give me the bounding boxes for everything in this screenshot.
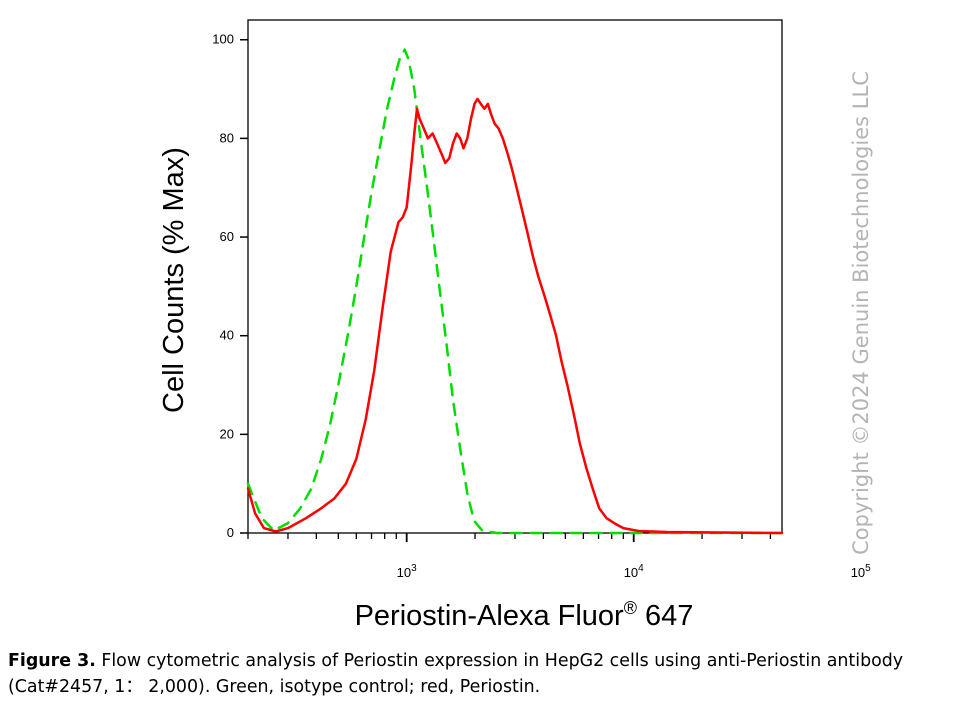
histogram-series	[246, 48, 784, 535]
x-axis-label-suffix: 647	[637, 600, 693, 632]
x-axis-label: Periostin-Alexa Fluor® 647	[355, 598, 694, 632]
figure-label: Figure 3.	[8, 651, 96, 671]
x-tick-label-base: 10	[851, 565, 865, 580]
x-tick-label-exponent: 4	[638, 563, 644, 574]
plot-axes	[247, 19, 783, 534]
x-tick-label-exponent: 3	[411, 563, 417, 574]
y-tick-label: 60	[220, 229, 234, 244]
y-axis-label: Cell Counts (% Max)	[158, 147, 190, 413]
x-tick-label-exponent: 5	[865, 563, 871, 574]
y-tick-label: 100	[212, 32, 234, 47]
plot-frame	[247, 19, 783, 534]
figure-caption: Figure 3. Flow cytometric analysis of Pe…	[8, 648, 976, 700]
y-tick-label: 40	[220, 328, 234, 343]
x-tick-label-base: 10	[624, 565, 638, 580]
isotype-control-curve	[246, 48, 784, 535]
x-axis-label-registered: ®	[624, 598, 637, 618]
y-tick-label: 80	[220, 130, 234, 145]
y-axis-ticks: 0 20 40 60 80 100	[212, 32, 248, 540]
x-axis-label-text: Periostin-Alexa Fluor	[355, 600, 624, 632]
x-axis-ticks: 103 104 105	[247, 533, 871, 580]
x-tick-label: 105	[851, 563, 871, 580]
x-tick-label: 103	[397, 563, 417, 580]
copyright-watermark: Copyright ©2024 Genuin Biotechnologies L…	[849, 71, 873, 555]
periostin-curve	[246, 97, 784, 535]
y-tick-label: 0	[227, 525, 234, 540]
y-tick-label: 20	[220, 426, 234, 441]
x-tick-label-base: 10	[397, 565, 411, 580]
figure-caption-text: Flow cytometric analysis of Periostin ex…	[8, 651, 904, 697]
x-tick-label: 104	[624, 563, 644, 580]
